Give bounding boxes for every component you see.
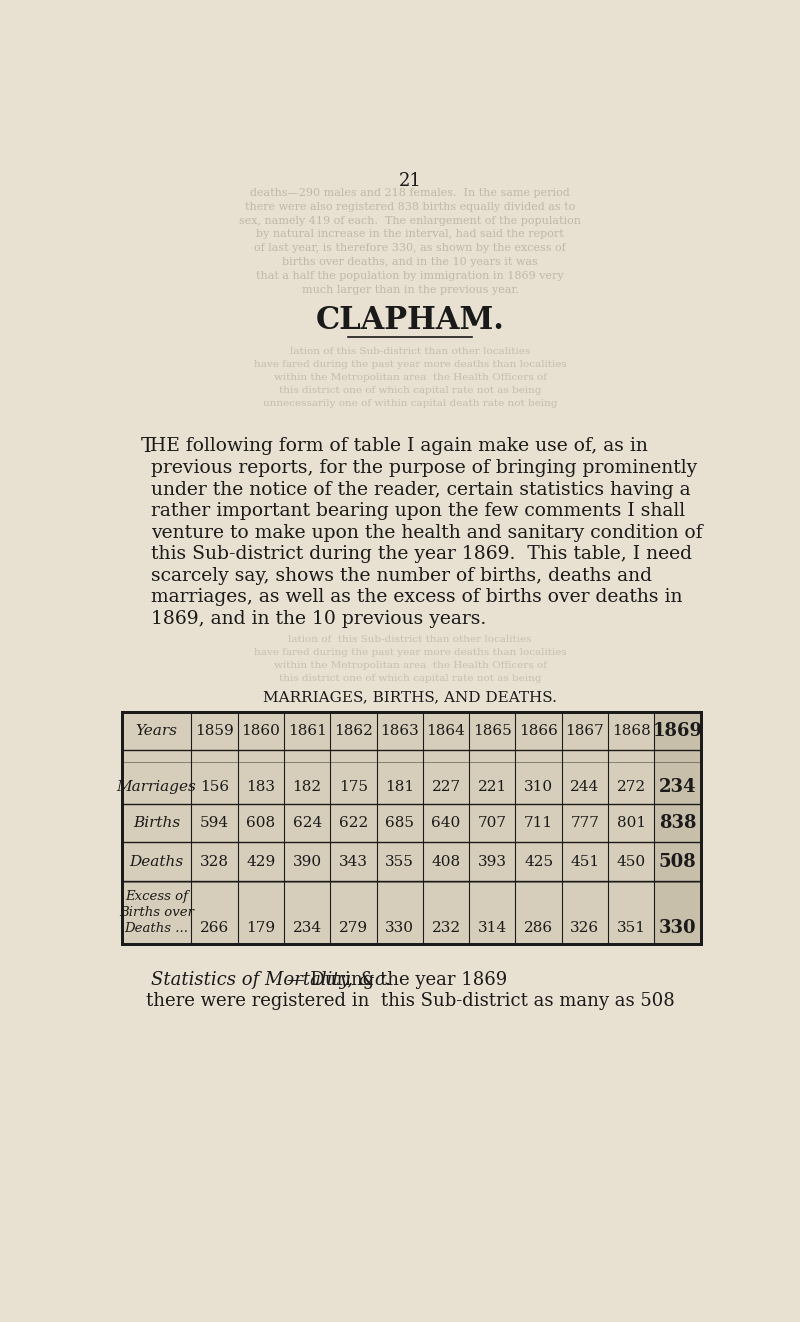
Text: 182: 182 [293,780,322,793]
Text: that a half the population by immigration in 1869 very: that a half the population by immigratio… [256,271,564,282]
Text: 1866: 1866 [519,723,558,738]
Text: 355: 355 [386,854,414,869]
Text: CLAPHAM.: CLAPHAM. [315,305,505,336]
Text: sex, namely 419 of each.  The enlargement of the population: sex, namely 419 of each. The enlargement… [239,215,581,226]
Text: — During the year 1869: — During the year 1869 [282,970,508,989]
Text: 393: 393 [478,854,507,869]
Text: births over deaths, and in the 10 years it was: births over deaths, and in the 10 years … [282,258,538,267]
Text: 183: 183 [246,780,275,793]
Text: Years: Years [135,723,178,738]
Text: 838: 838 [658,814,696,832]
Text: 181: 181 [385,780,414,793]
Text: 1859: 1859 [195,723,234,738]
Text: 1862: 1862 [334,723,373,738]
Text: 175: 175 [339,780,368,793]
Text: within the Metropolitan area  the Health Officers of: within the Metropolitan area the Health … [274,661,546,670]
Text: under the notice of the reader, certain statistics having a: under the notice of the reader, certain … [151,480,690,498]
Text: 1864: 1864 [426,723,466,738]
Text: 310: 310 [524,780,553,793]
Bar [122,711,701,944]
Bar [654,711,701,944]
Text: 624: 624 [293,816,322,830]
Text: MARRIAGES, BIRTHS, AND DEATHS.: MARRIAGES, BIRTHS, AND DEATHS. [263,690,557,703]
Text: lation of this Sub-district than other localities: lation of this Sub-district than other l… [290,346,530,356]
Text: 622: 622 [339,816,368,830]
Text: unnecessarily one of within capital death rate not being: unnecessarily one of within capital deat… [262,399,558,408]
Text: there were also registered 838 births equally divided as to: there were also registered 838 births eq… [245,202,575,212]
Text: venture to make upon the health and sanitary condition of: venture to make upon the health and sani… [151,524,702,542]
Text: 390: 390 [293,854,322,869]
Text: there were registered in  this Sub-district as many as 508: there were registered in this Sub-distri… [146,992,674,1010]
Text: 1860: 1860 [242,723,280,738]
Text: 221: 221 [478,780,507,793]
Text: 425: 425 [524,854,553,869]
Text: previous reports, for the purpose of bringing prominently: previous reports, for the purpose of bri… [151,459,698,477]
Text: 330: 330 [386,921,414,935]
Text: 232: 232 [431,921,461,935]
Text: 21: 21 [398,172,422,190]
Text: 279: 279 [339,921,368,935]
Text: 450: 450 [617,854,646,869]
Text: 451: 451 [570,854,599,869]
Text: 314: 314 [478,921,507,935]
Text: 707: 707 [478,816,507,830]
Text: 179: 179 [246,921,275,935]
Text: much larger than in the previous year.: much larger than in the previous year. [302,286,518,295]
Text: Births: Births [133,816,180,830]
Text: 1863: 1863 [380,723,419,738]
Text: 156: 156 [200,780,229,793]
Text: 640: 640 [431,816,461,830]
Text: 408: 408 [431,854,461,869]
Text: 244: 244 [570,780,599,793]
Text: have fared during the past year more deaths than localities: have fared during the past year more dea… [254,360,566,369]
Text: 326: 326 [570,921,599,935]
Text: Excess of
Births over
Deaths ...: Excess of Births over Deaths ... [119,890,194,935]
Text: 1869: 1869 [653,722,702,740]
Text: 234: 234 [658,777,696,796]
Text: 608: 608 [246,816,275,830]
Text: this Sub-district during the year 1869.  This table, I need: this Sub-district during the year 1869. … [151,545,692,563]
Text: 1867: 1867 [566,723,604,738]
Text: 266: 266 [200,921,230,935]
Text: 286: 286 [524,921,553,935]
Text: 1868: 1868 [612,723,650,738]
Text: T: T [140,438,154,456]
Text: marriages, as well as the excess of births over deaths in: marriages, as well as the excess of birt… [151,588,682,607]
Text: 711: 711 [524,816,553,830]
Text: 429: 429 [246,854,275,869]
Text: 330: 330 [658,919,696,937]
Text: 594: 594 [200,816,229,830]
Text: Deaths: Deaths [130,854,184,869]
Text: HE following form of table I again make use of, as in: HE following form of table I again make … [150,438,648,455]
Text: rather important bearing upon the few comments I shall: rather important bearing upon the few co… [151,502,686,520]
Text: this district one of which capital rate not as being: this district one of which capital rate … [278,674,542,682]
Text: 272: 272 [617,780,646,793]
Text: of last year, is therefore 330, as shown by the excess of: of last year, is therefore 330, as shown… [254,243,566,254]
Text: 227: 227 [431,780,461,793]
Text: 508: 508 [658,853,696,871]
Text: Statistics of Mortality, &c.: Statistics of Mortality, &c. [151,970,391,989]
Text: deaths—290 males and 218 females.  In the same period: deaths—290 males and 218 females. In the… [250,188,570,198]
Text: 343: 343 [339,854,368,869]
Text: 328: 328 [200,854,229,869]
Text: by natural increase in the interval, had said the report: by natural increase in the interval, had… [256,230,564,239]
Text: 801: 801 [617,816,646,830]
Bar [122,711,701,944]
Text: have fared during the past year more deaths than localities: have fared during the past year more dea… [254,648,566,657]
Text: this district one of which capital rate not as being: this district one of which capital rate … [278,386,542,395]
Text: 777: 777 [570,816,599,830]
Text: 234: 234 [293,921,322,935]
Text: 1869, and in the 10 previous years.: 1869, and in the 10 previous years. [151,609,486,628]
Text: 1865: 1865 [473,723,512,738]
Text: 685: 685 [386,816,414,830]
Text: lation of  this Sub-district than other localities: lation of this Sub-district than other l… [288,635,532,644]
Text: scarcely say, shows the number of births, deaths and: scarcely say, shows the number of births… [151,567,652,584]
Text: 351: 351 [617,921,646,935]
Text: Marriages: Marriages [117,780,197,793]
Text: 1861: 1861 [288,723,326,738]
Text: within the Metropolitan area  the Health Officers of: within the Metropolitan area the Health … [274,373,546,382]
